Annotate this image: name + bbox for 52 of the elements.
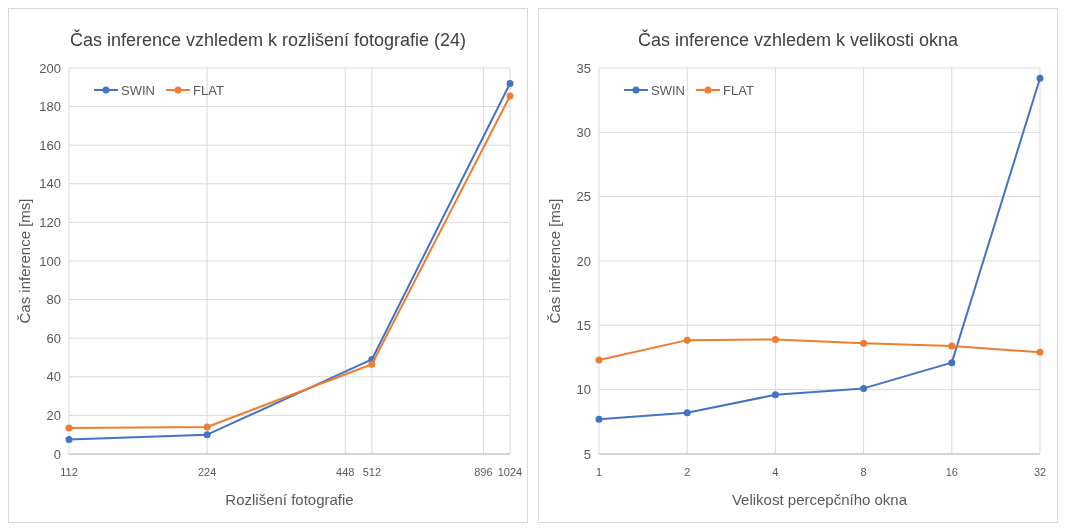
- point: [683, 409, 691, 417]
- y-tick-label: 200: [39, 60, 61, 76]
- y-tick-label: 20: [576, 253, 591, 269]
- point: [771, 335, 779, 343]
- x-tick-label: 112: [60, 466, 78, 478]
- x-axis-title: Velikost percepčního okna: [731, 491, 908, 508]
- x-axis-title: Rozlišení fotografie: [225, 491, 354, 508]
- x-tick-label: 448: [336, 466, 355, 478]
- y-tick-label: 25: [576, 189, 591, 205]
- legend-label: SWIN: [121, 82, 155, 98]
- point: [948, 342, 956, 350]
- legend-label: SWIN: [651, 82, 685, 98]
- y-axis-title: Čas inference [ms]: [16, 198, 33, 324]
- x-tick-label: 4: [772, 466, 779, 478]
- point: [860, 339, 868, 347]
- y-tick-label: 35: [576, 60, 591, 76]
- y-tick-label: 80: [46, 292, 61, 308]
- x-tick-label: 16: [945, 466, 958, 478]
- y-tick-label: 5: [583, 446, 591, 462]
- x-tick-label: 896: [474, 466, 493, 478]
- y-axis-title: Čas inference [ms]: [546, 198, 563, 324]
- x-tick-label: 2: [684, 466, 691, 478]
- legend-label: FLAT: [723, 82, 754, 98]
- legend-label: FLAT: [193, 82, 224, 98]
- y-tick-label: 20: [46, 407, 61, 423]
- point: [860, 384, 868, 392]
- y-tick-label: 160: [39, 137, 61, 153]
- y-tick-label: 140: [39, 176, 61, 192]
- chart-title: Čas inference vzhledem k velikosti okna: [637, 29, 960, 50]
- x-tick-label: 512: [362, 466, 382, 478]
- x-tick-label: 32: [1033, 466, 1047, 478]
- y-tick-label: 120: [39, 214, 61, 230]
- point: [1036, 348, 1044, 356]
- point: [595, 415, 603, 423]
- point: [1036, 74, 1044, 82]
- y-tick-label: 60: [46, 330, 61, 346]
- point: [683, 336, 691, 344]
- y-tick-label: 15: [576, 317, 591, 333]
- point: [595, 356, 603, 364]
- point: [771, 391, 779, 399]
- y-tick-label: 100: [39, 253, 61, 269]
- y-tick-label: 30: [576, 124, 591, 140]
- x-tick-label: 8: [860, 466, 867, 478]
- x-tick-label: 1: [595, 466, 603, 478]
- y-tick-label: 40: [46, 369, 61, 385]
- y-tick-label: 180: [39, 99, 61, 115]
- x-tick-label: 224: [197, 466, 217, 478]
- point: [948, 359, 956, 367]
- y-tick-label: 0: [53, 446, 61, 462]
- x-tick-label: 1024: [497, 466, 523, 478]
- chart-title: Čas inference vzhledem k rozlišení fotografie (24): [69, 29, 467, 50]
- y-tick-label: 10: [576, 382, 591, 398]
